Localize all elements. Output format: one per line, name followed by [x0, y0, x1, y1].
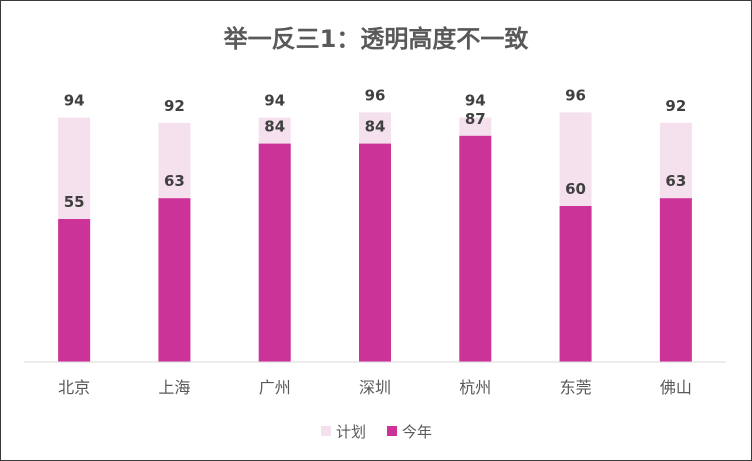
legend-swatch-this-year	[387, 426, 397, 436]
bar-this-year-1	[158, 198, 191, 362]
legend-swatch-plan	[321, 426, 331, 436]
labels-layer: 9455北京9263上海9484广州9684深圳9487杭州9660东莞9263…	[58, 86, 692, 397]
data-label-plan-3: 96	[365, 86, 386, 104]
x-tick-label-0: 北京	[58, 378, 90, 397]
legend-label-this-year: 今年	[402, 423, 432, 441]
x-tick-label-4: 杭州	[459, 378, 491, 397]
data-label-this-year-4: 87	[465, 110, 486, 128]
x-tick-label-6: 佛山	[660, 378, 692, 397]
bar-this-year-6	[659, 198, 692, 362]
x-tick-label-3: 深圳	[359, 378, 391, 397]
data-label-this-year-5: 60	[565, 180, 586, 198]
data-label-plan-0: 94	[64, 92, 85, 110]
data-label-this-year-1: 63	[164, 172, 185, 190]
bar-this-year-2	[258, 143, 291, 362]
legend-label-plan: 计划	[336, 423, 366, 441]
data-label-plan-4: 94	[465, 92, 486, 110]
legend: 计划 今年	[321, 423, 432, 441]
x-tick-label-1: 上海	[158, 378, 190, 397]
bar-this-year-0	[58, 219, 91, 362]
bars-layer	[58, 112, 692, 363]
data-label-this-year-3: 84	[365, 118, 386, 136]
chart-title: 举一反三1：透明高度不一致	[223, 25, 530, 53]
data-label-this-year-6: 63	[665, 172, 686, 190]
data-label-plan-2: 94	[264, 92, 285, 110]
bar-this-year-5	[559, 206, 592, 362]
bar-this-year-4	[459, 135, 492, 362]
x-tick-label-5: 东莞	[560, 378, 592, 397]
data-label-this-year-2: 84	[264, 118, 285, 136]
data-label-plan-5: 96	[565, 86, 586, 104]
data-label-plan-1: 92	[164, 97, 185, 115]
data-label-this-year-0: 55	[64, 193, 85, 211]
data-label-plan-6: 92	[665, 97, 686, 115]
bar-this-year-3	[359, 143, 391, 362]
x-tick-label-2: 广州	[259, 378, 291, 397]
